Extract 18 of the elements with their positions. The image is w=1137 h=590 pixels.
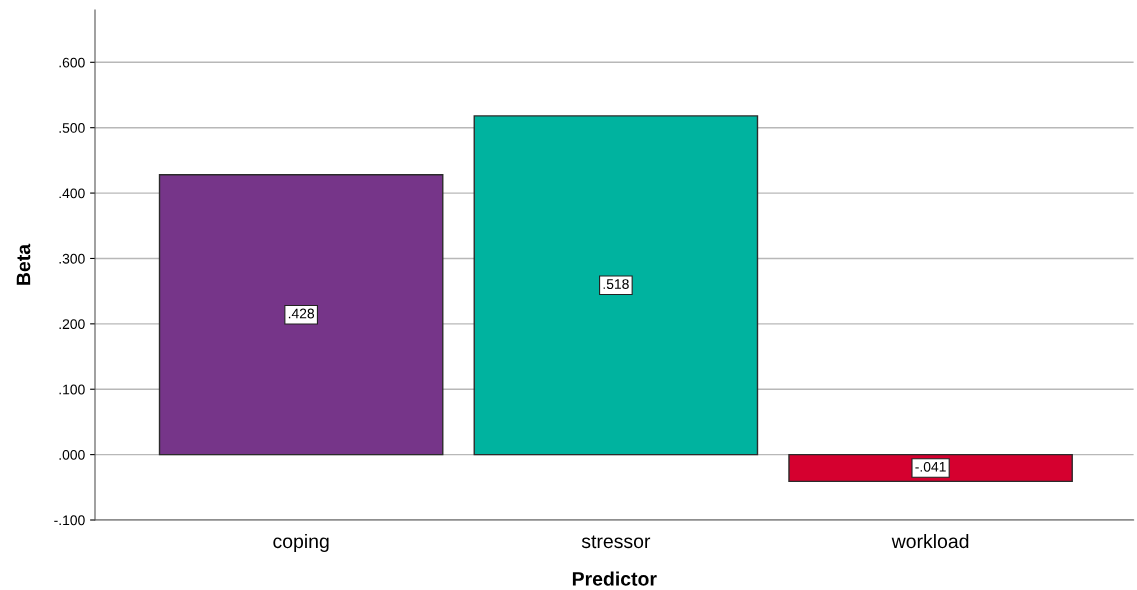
bar <box>473 115 759 456</box>
x-axis-title: Predictor <box>572 571 657 586</box>
y-tick-label: .200 <box>59 319 85 330</box>
data-label: -.041 <box>915 461 946 472</box>
y-tick-label: .000 <box>59 449 85 460</box>
y-tick-label: .300 <box>59 253 85 264</box>
y-tick-label: .500 <box>59 123 85 133</box>
x-tick-label: workload <box>891 533 969 549</box>
y-tick-label: .100 <box>59 384 85 395</box>
x-tick-label: coping <box>273 533 329 553</box>
y-tick-label: .400 <box>59 188 85 199</box>
y-tick-label: -.100 <box>54 515 85 526</box>
y-axis-title: Beta <box>16 243 31 285</box>
x-tick-label: stressor <box>581 535 651 549</box>
data-label: .428 <box>288 308 315 319</box>
y-tick-label: .600 <box>59 57 85 68</box>
data-label: .518 <box>603 279 629 289</box>
bar <box>158 174 444 456</box>
